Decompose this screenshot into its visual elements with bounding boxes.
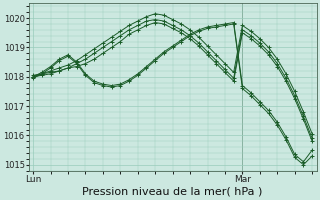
X-axis label: Pression niveau de la mer( hPa ): Pression niveau de la mer( hPa ) xyxy=(83,187,263,197)
